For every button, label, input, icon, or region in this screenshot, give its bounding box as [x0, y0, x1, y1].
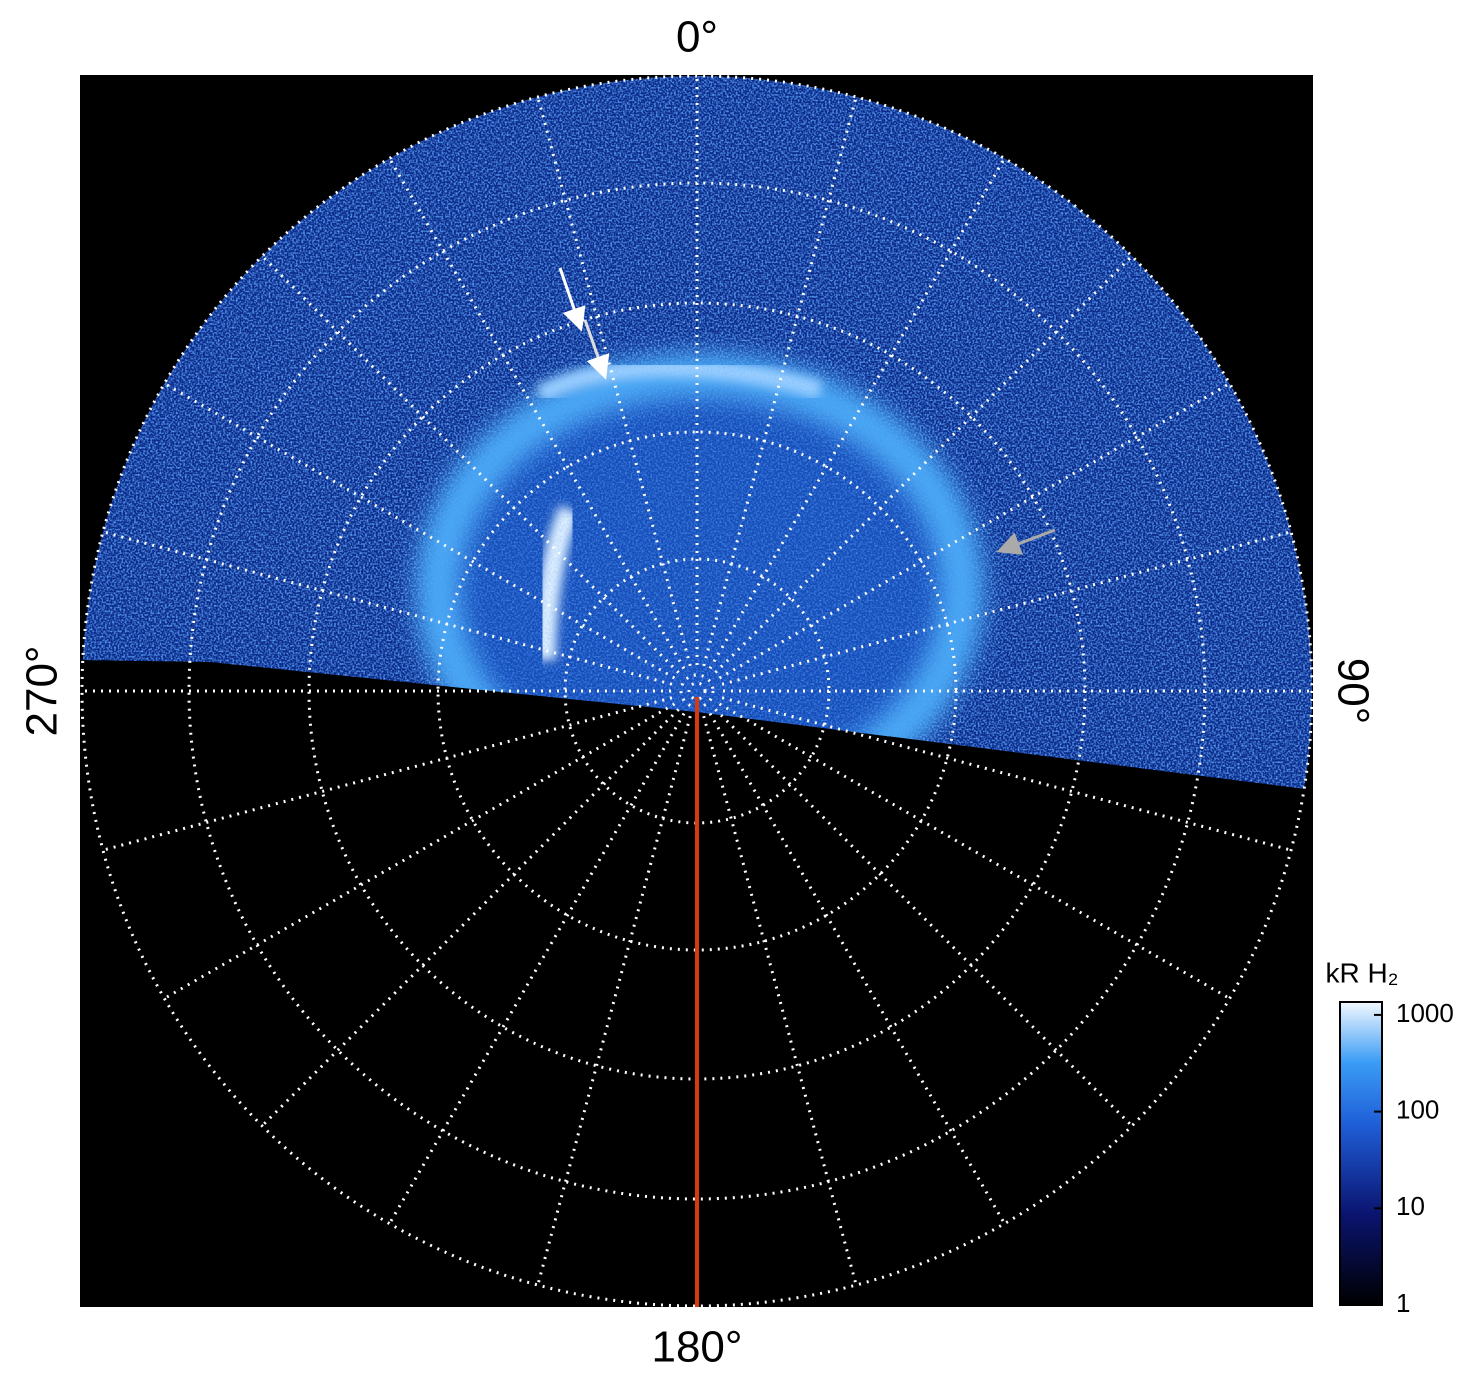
grid-circle — [687, 681, 707, 701]
arrow — [996, 528, 1056, 555]
colorbar-tick-label: 100 — [1396, 1094, 1439, 1124]
arrow — [583, 319, 610, 380]
angle-label: 90° — [1328, 658, 1377, 725]
colorbar-tick-label: 1 — [1396, 1288, 1410, 1318]
colorbar — [1339, 1001, 1383, 1306]
angle-label: 270° — [18, 645, 67, 736]
colorbar-tick-label: 1000 — [1396, 998, 1454, 1028]
grid-circle — [80, 74, 1314, 1308]
colorbar-tick-label: 10 — [1396, 1191, 1425, 1221]
arrow — [558, 267, 586, 332]
colorbar-axis: 1 10 100 1000 — [1374, 998, 1454, 1318]
angle-label: 0° — [676, 13, 718, 62]
colorbar-title: kR H₂ — [1325, 957, 1398, 988]
angle-label: 180° — [651, 1323, 742, 1372]
